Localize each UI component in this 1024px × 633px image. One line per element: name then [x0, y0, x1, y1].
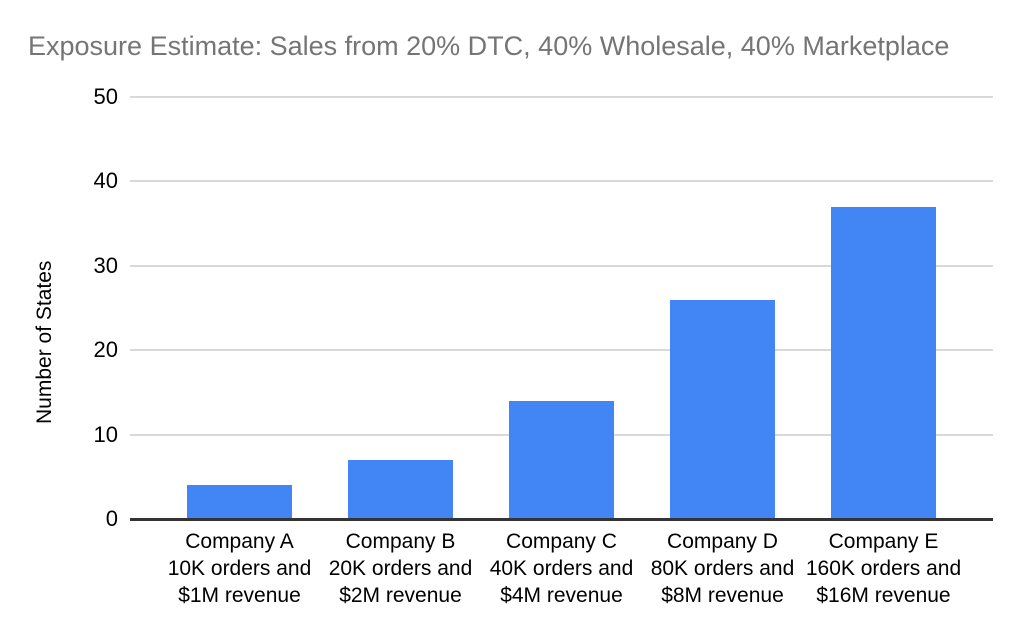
gridline-20 [130, 349, 993, 352]
gridline-30 [130, 264, 993, 267]
y-tick-label-40: 40 [93, 168, 118, 194]
y-axis-title: Number of States [33, 260, 56, 424]
gridline-50 [130, 96, 993, 98]
x-axis-baseline [130, 518, 993, 521]
bar-2 [348, 459, 453, 519]
bar-3 [509, 400, 614, 519]
y-tick-label-50: 50 [93, 84, 118, 109]
bar-5 [831, 206, 936, 519]
y-tick-label-10: 10 [93, 421, 118, 447]
bar-4 [670, 299, 775, 519]
x-category-label-1: Company A 10K orders and $1M revenue [167, 530, 312, 607]
y-tick-label-0: 0 [105, 506, 118, 531]
chart-title: Exposure Estimate: Sales from 20% DTC, 4… [28, 31, 950, 61]
y-tick-label-30: 30 [93, 252, 118, 278]
plot-area [130, 96, 993, 521]
bar-1 [187, 485, 292, 519]
x-category-label-2: Company B 20K orders and $2M revenue [328, 530, 473, 607]
x-category-label-4: Company D 80K orders and $8M revenue [650, 530, 795, 607]
x-category-label-5: Company E 160K orders and $16M revenue [805, 530, 962, 607]
y-tick-label-20: 20 [93, 337, 118, 363]
x-category-label-3: Company C 40K orders and $4M revenue [489, 530, 634, 607]
gridline-40 [130, 180, 993, 183]
